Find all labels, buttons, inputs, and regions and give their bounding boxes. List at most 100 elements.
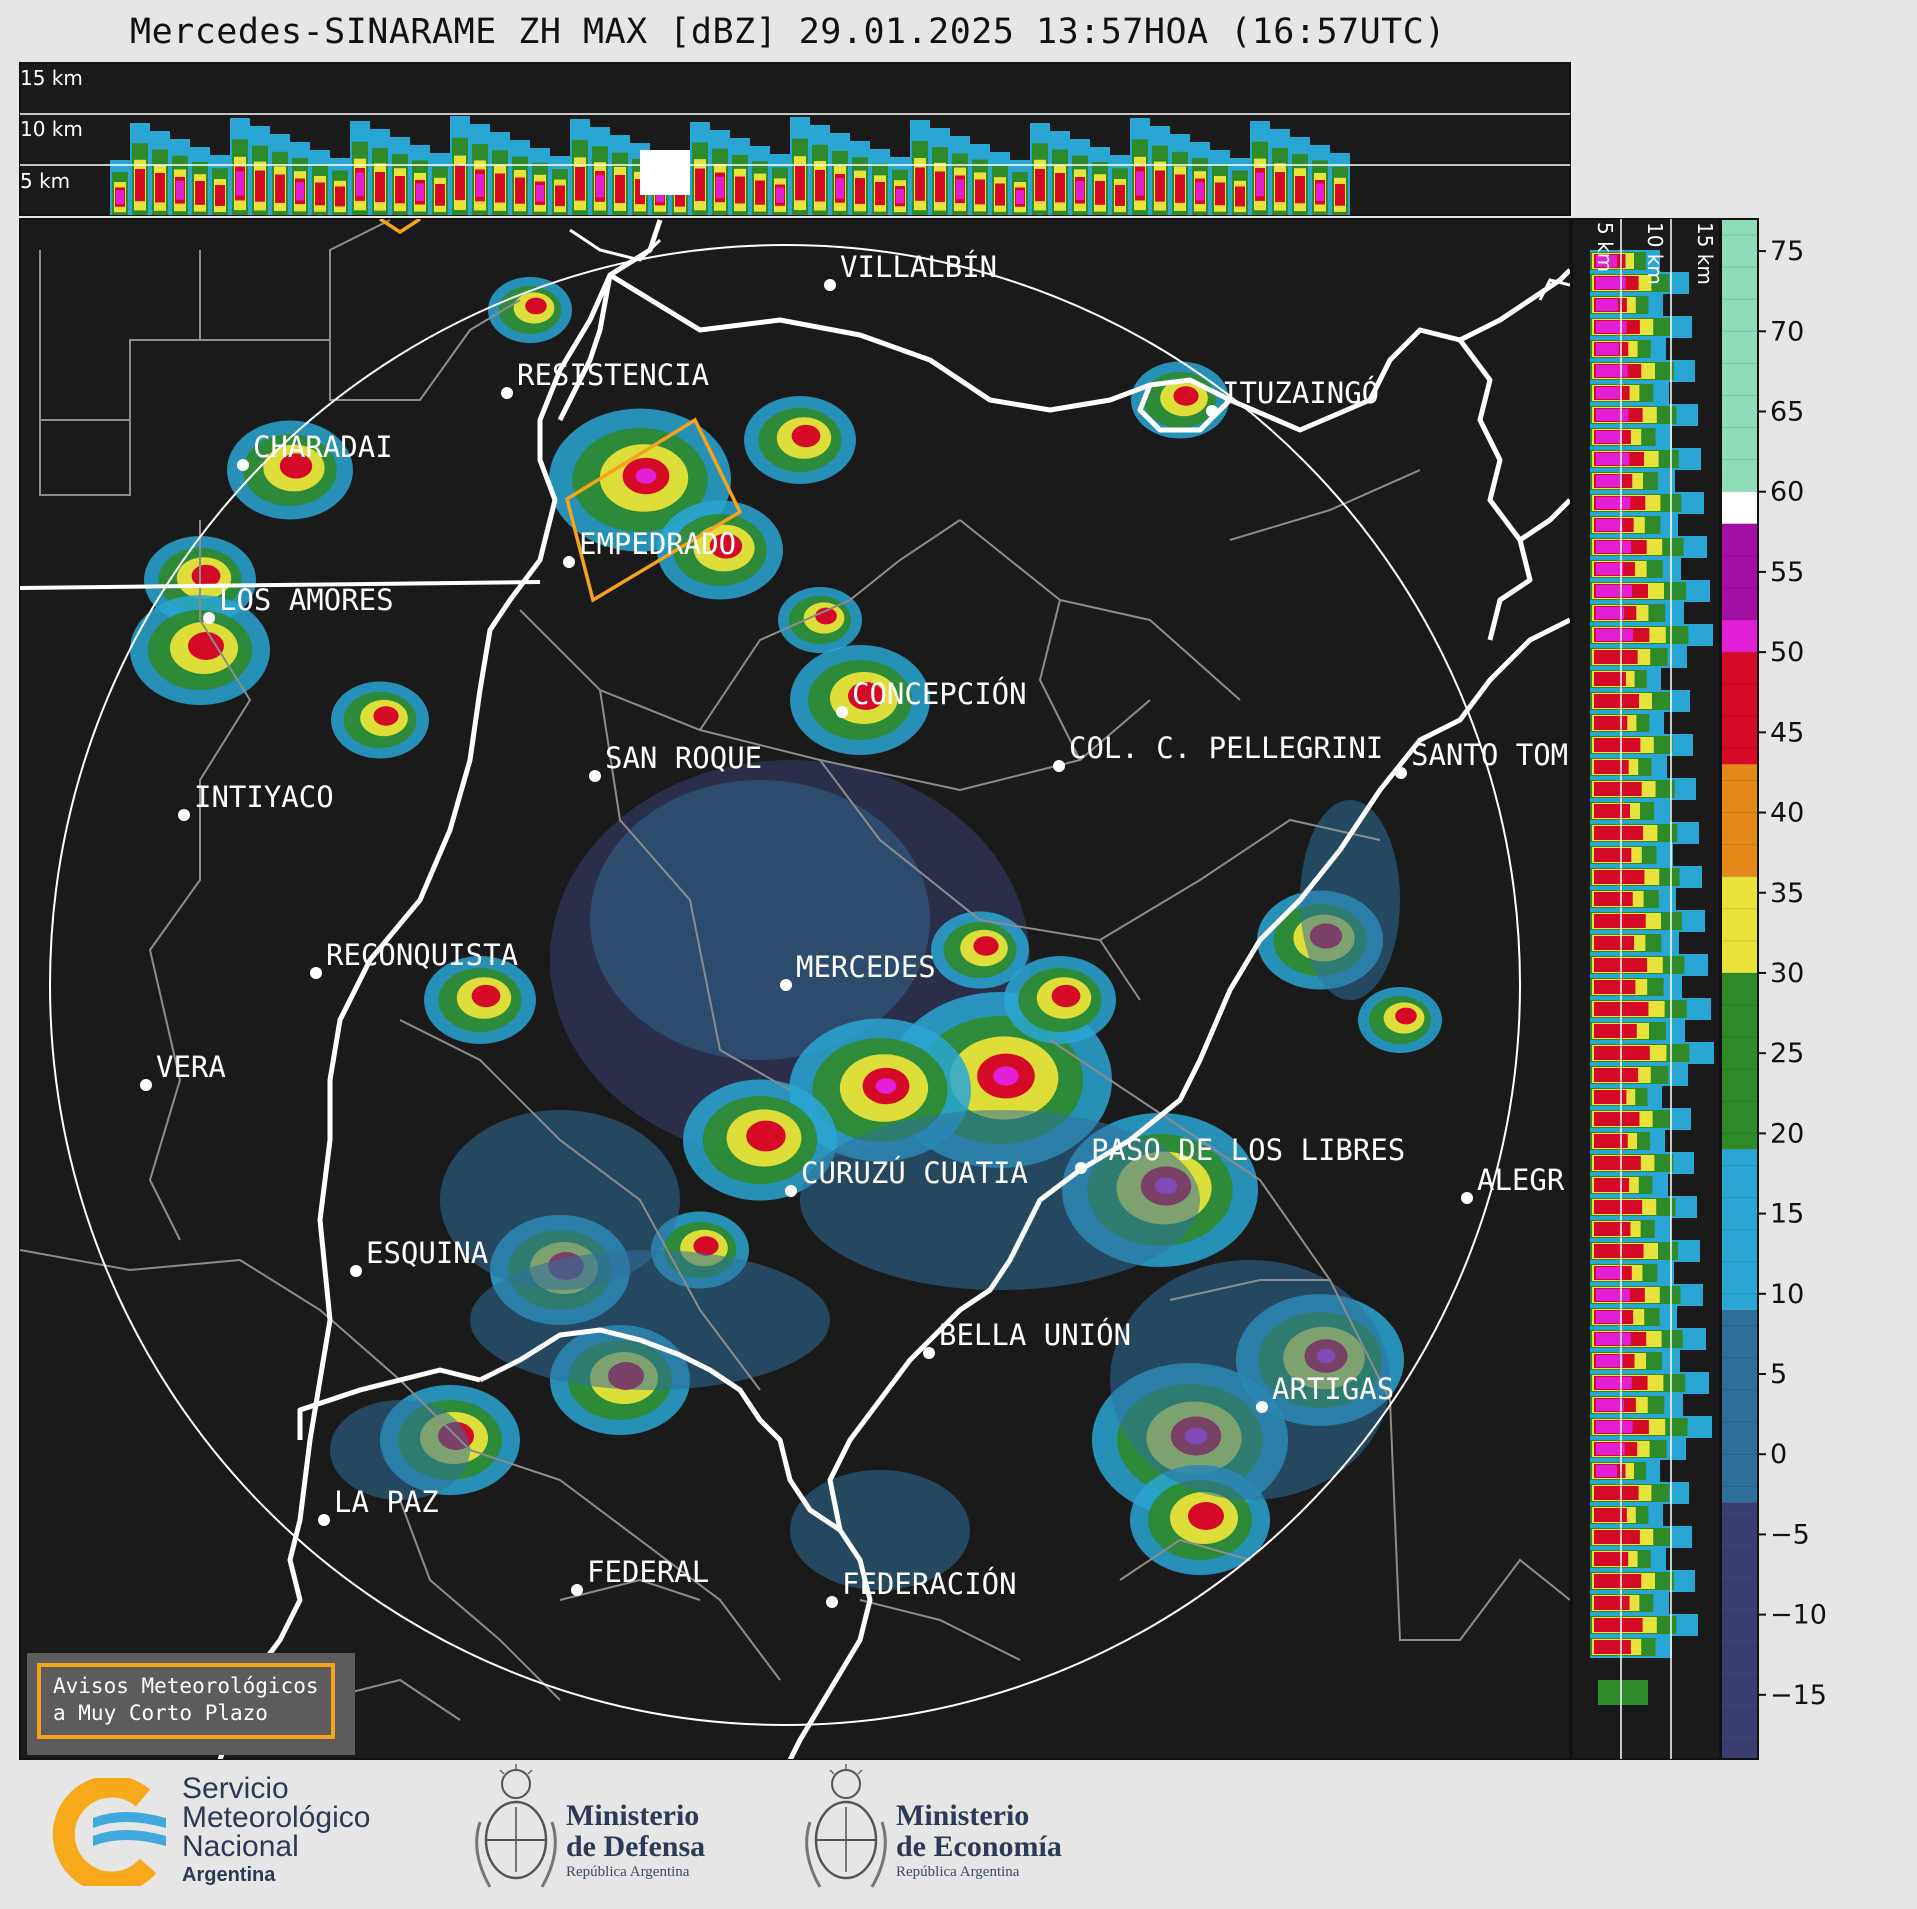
defensa-line-3: República Argentina [566,1864,690,1880]
side-panel-echoes [1590,250,1714,1705]
smn-line-2: Meteorológico [182,1801,371,1834]
colorbar-band [1721,764,1758,877]
colorbar-tick-label: 20 [1770,1118,1804,1149]
map-title: Mercedes-SINARAME ZH MAX [dBZ] 29.01.202… [130,12,1446,52]
city-dot [1075,1162,1087,1174]
colorbar-band [1721,1309,1758,1503]
echo-blob [973,936,999,956]
colorbar-tick-label: 25 [1770,1038,1804,1069]
colorbar-tick-label: 70 [1770,316,1804,347]
defensa-seal-icon [475,1764,557,1888]
city-label: VILLALBÍN [840,250,997,284]
precipitation-echoes [130,277,1442,1590]
echo-blob [709,533,743,559]
colorbar-band [1721,652,1758,765]
echo-blob [1188,1502,1224,1530]
city-label: ITUZAINGÓ [1222,376,1379,410]
top-label-10km: 10 km [20,117,83,141]
city-dot [501,387,513,399]
city-dot [1206,405,1218,417]
colorbar-band [1721,1149,1758,1310]
city-dot [178,809,190,821]
top-label-5km: 5 km [20,169,70,193]
city-label: LOS AMORES [219,583,394,617]
city-dot [836,706,848,718]
warning-polygon-edge [379,219,421,235]
echo-blob [471,984,501,1008]
city-dot [310,967,322,979]
city-dot [826,1596,838,1608]
colorbar-tick-label: 45 [1770,717,1804,748]
secondary-rivers [569,228,1570,301]
echo-blob [791,424,821,448]
echo-blob [1110,1260,1390,1500]
notice-line-1: Avisos Meteorológicos [53,1674,319,1698]
city-dot [923,1347,935,1359]
city-dot [1395,767,1407,779]
city-label: ESQUINA [366,1236,488,1270]
warning-notice-frame: Avisos Meteorológicos a Muy Corto Plazo [37,1663,335,1739]
side-height-panel: 5 km 10 km 15 km [1571,218,1721,1760]
city-dot [140,1079,152,1091]
side-label-10km: 10 km [1643,222,1667,285]
city-label: ALEGR [1477,1163,1565,1197]
echo-blob [440,1110,680,1290]
echo-blob [993,1066,1019,1086]
colorbar-tick-label: 5 [1770,1359,1787,1390]
smn-logo-icon [52,1778,166,1886]
city-label: VERA [156,1050,226,1084]
echo-blob [848,682,884,710]
city-label: SAN ROQUE [605,741,762,775]
city-markers: VILLALBÍN RESISTENCIA CHARADAI ITUZAINGÓ EMP… [140,250,1568,1608]
colorbar-tick-label: −15 [1770,1680,1827,1711]
city-dot [780,979,792,991]
echo-blob [815,607,837,625]
echo-blob [1300,800,1400,1000]
colorbar-tick-label: 55 [1770,557,1804,588]
smn-line-1: Servicio [182,1772,289,1805]
city-dot [350,1265,362,1277]
city-label: LA PAZ [334,1485,439,1519]
city-label: FEDERACIÓN [842,1567,1017,1601]
smn-country: Argentina [182,1864,276,1886]
colorbar-tick-label: −10 [1770,1600,1827,1631]
colorbar-band [1721,219,1758,492]
warning-notice[interactable]: Avisos Meteorológicos a Muy Corto Plazo [27,1653,355,1755]
defensa-logo-text: Ministerio de Defensa República Argentin… [566,1800,705,1882]
defensa-line-2: de Defensa [566,1830,706,1863]
city-dot [1461,1192,1473,1204]
defensa-line-1: Ministerio [566,1799,700,1832]
city-label: CURUZÚ CUATIA [801,1156,1028,1190]
city-label: RECONQUISTA [326,938,518,972]
colorbar-tick-label: −5 [1770,1519,1810,1550]
city-dot [785,1185,797,1197]
echo-blob [188,632,224,660]
echo-blob [373,706,399,726]
economia-line-1: Ministerio [896,1799,1030,1832]
smn-logo-text: Servicio Meteorológico Nacional Argentin… [182,1774,370,1890]
city-dot [318,1514,330,1526]
smn-line-3: Nacional [182,1830,299,1863]
colorbar-band [1721,876,1758,973]
colorbar-band [1721,972,1758,1150]
echo-blob [1051,984,1081,1008]
city-dot [203,612,215,624]
city-label: COL. C. PELLEGRINI [1069,731,1383,765]
colorbar-tick-label: 10 [1770,1279,1804,1310]
colorbar-tick-label: 60 [1770,477,1804,508]
city-label: CONCEPCIÓN [852,677,1027,711]
colorbar-tick-label: 30 [1770,958,1804,989]
city-label: ARTIGAS [1272,1372,1394,1406]
echo-blob [746,1120,786,1152]
city-label: BELLA UNIÓN [939,1318,1131,1352]
city-dot [589,770,601,782]
colorbar-tick-label: 35 [1770,878,1804,909]
echo-blob [693,1236,719,1256]
colorbar-bands [1721,219,1758,1759]
colorbar-tick-label: 75 [1770,236,1804,267]
colorbar-tick-label: 65 [1770,397,1804,428]
city-dot [824,279,836,291]
city-label: INTIYACO [194,780,334,814]
